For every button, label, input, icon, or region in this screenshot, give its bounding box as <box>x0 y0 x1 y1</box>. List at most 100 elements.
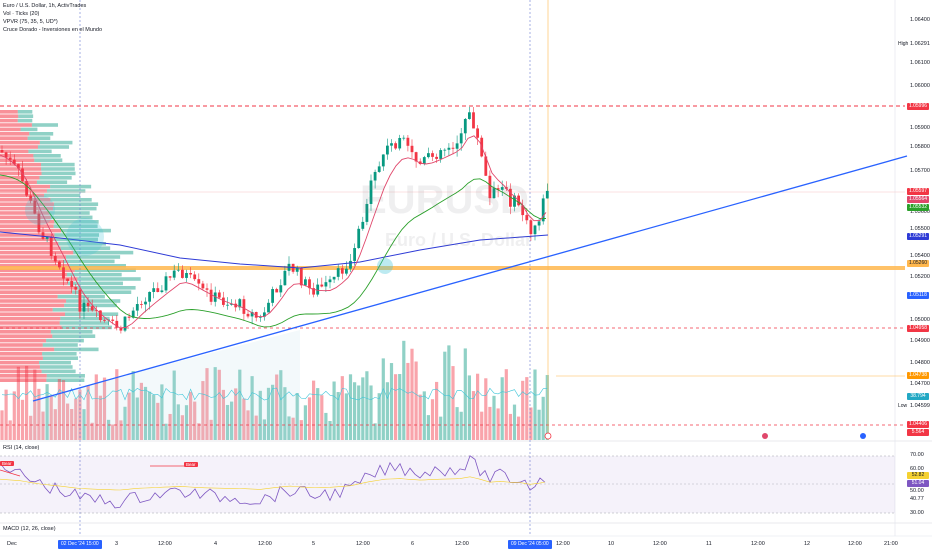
price-tag-ma-fast[interactable]: 1.05564 <box>907 196 929 203</box>
rsi-value-tag[interactable]: 51.04 <box>907 480 929 487</box>
trendline[interactable] <box>32 155 908 402</box>
profile-bar <box>63 259 115 264</box>
indicator-volume[interactable]: Vol · Ticks (20) <box>3 11 40 17</box>
volume-bar <box>230 401 234 440</box>
volume-bar <box>381 358 385 440</box>
price-tag-resistance[interactable]: 1.05996 <box>907 103 929 110</box>
price-tick: 1.06291 <box>910 41 930 47</box>
candle-body <box>123 316 127 331</box>
candle-body <box>115 320 119 328</box>
volume-bar <box>234 388 238 440</box>
shaded-area <box>30 330 300 440</box>
profile-bar <box>0 299 67 303</box>
volume-bar <box>418 394 422 440</box>
volume-bar <box>430 399 435 440</box>
candle-body <box>168 276 172 278</box>
candle-body <box>53 255 57 262</box>
profile-bar <box>0 145 38 149</box>
price-tick: 1.05500 <box>910 226 930 232</box>
time-tag-cursor[interactable]: 09 Dec '24 05:00 <box>508 540 552 549</box>
price-tag-orange[interactable]: 1.04738 <box>907 372 929 379</box>
profile-bar <box>0 268 75 272</box>
cross-marker <box>25 195 55 225</box>
price-tag-zone[interactable]: 1.05260 <box>907 260 929 267</box>
time-tick: 12:00 <box>751 541 765 547</box>
volume-bar <box>90 422 94 440</box>
candle-body <box>500 187 504 190</box>
profile-bar <box>37 145 70 149</box>
candle-body <box>49 236 53 256</box>
profile-bar <box>18 114 34 118</box>
time-tick: 21:00 <box>884 541 898 547</box>
price-tag-volume-last[interactable]: 5.564 <box>907 429 929 436</box>
profile-bar <box>46 338 84 343</box>
price-tick: 1.04900 <box>910 338 930 344</box>
volume-ma-line <box>1 387 548 401</box>
rsi-tick: 30.00 <box>910 510 924 516</box>
profile-bar <box>54 347 99 352</box>
candle-body <box>484 156 488 176</box>
rsi-ma-tag[interactable]: 52.82 <box>907 472 929 479</box>
indicator-golden-cross[interactable]: Cruce Dorado - Inversiones en el Mundo <box>3 27 103 33</box>
price-tag-trend[interactable]: 1.05118 <box>907 292 929 299</box>
price-tag-level[interactable]: 1.04958 <box>907 325 929 332</box>
price-tag-ma-mid[interactable]: 1.05532 <box>907 204 929 211</box>
bear-signal[interactable]: Bear <box>0 461 14 466</box>
volume-bar <box>394 374 398 440</box>
bear-signal[interactable]: Bear <box>184 462 198 467</box>
candle-body <box>435 156 438 159</box>
candle-body <box>86 302 90 307</box>
volume-bar <box>426 415 430 440</box>
indicator-vpvr[interactable]: VPVR (75, 35, 5, UD*) <box>3 19 58 25</box>
candle-body <box>45 236 49 239</box>
profile-bar <box>36 180 68 184</box>
profile-bar <box>46 189 86 193</box>
event-flag-icon[interactable] <box>544 432 552 440</box>
volume-bar <box>467 375 471 440</box>
volume-bar <box>82 409 86 440</box>
symbol-title[interactable]: Euro / U.S. Dollar, 1h, ActivTrades <box>3 3 87 9</box>
price-tag-low-level[interactable]: 1.04406 <box>907 421 929 428</box>
profile-bar <box>66 255 121 259</box>
volume-bar <box>16 366 20 440</box>
eu-flag-icon[interactable] <box>860 433 866 439</box>
price-tag-ma-slow[interactable]: 1.05291 <box>907 233 929 240</box>
candle-body <box>304 279 307 286</box>
candle-body <box>406 137 410 146</box>
price-tag-last[interactable]: 1.05597 <box>907 188 929 195</box>
candle-body <box>496 188 500 190</box>
support-zone[interactable] <box>0 266 905 270</box>
macd-label[interactable]: MACD (12, 26, close) <box>3 526 56 532</box>
volume-bar <box>266 387 271 440</box>
profile-bar <box>0 272 67 277</box>
candle-body <box>189 273 192 275</box>
volume-bar <box>410 348 414 440</box>
candle-body <box>197 279 201 284</box>
rsi-label[interactable]: RSI (14, close) <box>3 445 40 451</box>
candle-body <box>172 270 176 278</box>
candle-body <box>78 289 82 312</box>
volume-bar <box>459 411 463 440</box>
volume-bar <box>279 370 283 440</box>
time-tag-cursor[interactable]: 02 Dec '24 15:00 <box>58 540 102 549</box>
profile-bar <box>17 110 33 114</box>
candle-body <box>135 304 139 311</box>
candle-body <box>103 320 106 321</box>
profile-bar <box>59 321 109 325</box>
candle-body <box>74 286 78 290</box>
volume-bar <box>348 374 353 440</box>
volume-bar <box>168 413 172 440</box>
price-tag-volume[interactable]: 38.794 <box>907 393 929 400</box>
profile-bar <box>0 347 55 352</box>
watermark-symbol: EURUSD <box>360 178 529 222</box>
volume-bar <box>209 419 213 440</box>
volume-bar <box>94 374 98 440</box>
us-flag-icon[interactable] <box>762 433 768 439</box>
volume-bar <box>238 369 242 440</box>
profile-bar <box>42 352 77 356</box>
time-tick: 12:00 <box>455 541 469 547</box>
volume-bar <box>33 369 37 440</box>
candle-body <box>492 188 496 199</box>
profile-bar <box>0 237 54 242</box>
